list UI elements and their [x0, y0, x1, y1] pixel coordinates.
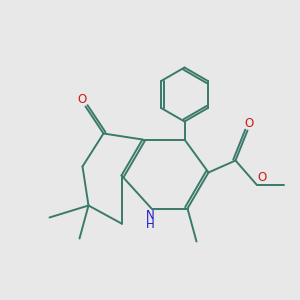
Text: O: O [244, 117, 253, 130]
Text: O: O [78, 93, 87, 106]
Text: H: H [146, 218, 154, 231]
Text: N: N [146, 208, 154, 222]
Text: O: O [257, 171, 266, 184]
